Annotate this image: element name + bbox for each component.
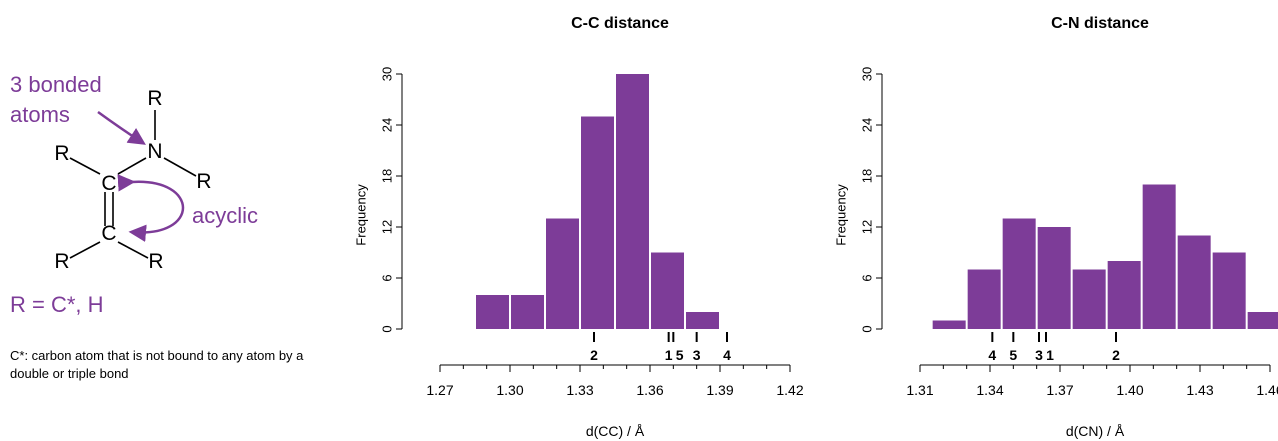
x-tick-label: 1.31 [906,382,933,398]
y-tick-label: 12 [859,220,874,234]
x-axis-label: d(CN) / Å [1066,423,1125,439]
y-axis-label: Frequency [353,184,368,246]
label-bonded-line-1: 3 bonded [10,72,102,97]
bond-c-n [117,157,147,175]
footnote: C*: carbon atom that is not bound to any… [10,348,304,381]
y-tick-label: 0 [379,325,394,332]
y-tick-label: 30 [379,67,394,81]
y-tick-label: 6 [859,274,874,281]
histogram-bar [1247,312,1278,329]
x-tick-label: 1.34 [976,382,1003,398]
histogram-bar [581,116,614,329]
x-tick-label: 1.30 [496,382,523,398]
y-tick-label: 0 [859,325,874,332]
x-tick-label: 1.36 [636,382,663,398]
atom-r-top: R [147,87,162,110]
atom-r-bottom-right: R [148,250,163,273]
atom-c-bottom: C [101,222,116,245]
marker-label: 2 [1112,347,1120,363]
marker-label: 3 [1035,347,1043,363]
atom-r-bottom-left: R [54,250,69,273]
marker-label: 2 [590,347,598,363]
marker-label: 4 [988,347,996,363]
bonded-arrow [97,110,146,145]
x-tick-label: 1.27 [426,382,453,398]
acyclic-arrow [117,174,185,242]
bond-c-r-left [69,157,101,175]
y-tick-label: 18 [379,169,394,183]
chart-title: C-C distance [571,15,669,32]
histogram-bar [476,295,509,329]
histogram-bar [546,218,579,329]
y-tick-label: 18 [859,169,874,183]
marker-label: 4 [723,347,731,363]
histogram-bar [1037,227,1071,329]
label-bonded-line-2: atoms [10,102,70,127]
y-axis-label: Frequency [833,184,848,246]
histogram-cc: C-C distance 0 6 12 18 24 30 Frequency 2 1 5 3 4 1.27… [353,15,803,439]
marker-label: 5 [1009,347,1017,363]
y-tick-label: 6 [379,274,394,281]
bond-c-r-bottom-left [69,241,101,259]
x-tick-label: 1.33 [566,382,593,398]
histogram-bar [511,295,544,329]
label-acyclic: acyclic [192,203,258,228]
x-axis-label: d(CC) / Å [586,423,645,439]
x-tick-label: 1.42 [776,382,803,398]
histogram-bar [651,252,684,329]
chart-title: C-N distance [1051,15,1149,32]
x-tick-label: 1.39 [706,382,733,398]
histogram-bar [1212,252,1246,329]
bond-c-r-bottom-right [117,241,149,259]
structure-diagram: R N R R C C R R 3 bonded atoms acyclic R… [10,72,258,317]
marker-label: 3 [693,347,701,363]
histogram-bar [1072,269,1106,329]
histogram-bar [686,312,719,329]
histogram-bar [932,320,966,329]
atom-r-left: R [54,142,69,165]
x-tick-label: 1.46 [1256,382,1278,398]
x-tick-label: 1.43 [1186,382,1213,398]
x-tick-label: 1.37 [1046,382,1073,398]
histogram-bar [967,269,1001,329]
marker-label: 1 [665,347,673,363]
histogram-bar [616,74,649,329]
bonds [69,110,197,259]
x-tick-label: 1.40 [1116,382,1143,398]
bond-n-r-right [163,157,197,177]
atom-r-n-right: R [196,170,211,193]
y-tick-label: 12 [379,220,394,234]
histogram-bar [1142,184,1176,329]
histogram-bar [1177,235,1211,329]
atom-n: N [147,140,162,163]
y-tick-label: 30 [859,67,874,81]
histogram-bar [1002,218,1036,329]
r-definition: R = C*, H [10,292,104,317]
y-tick-label: 24 [859,118,874,132]
histogram-bar [1107,261,1141,329]
marker-label: 1 [1046,347,1054,363]
atom-c-top: C [101,172,116,195]
marker-label: 5 [676,347,684,363]
y-tick-label: 24 [379,118,394,132]
